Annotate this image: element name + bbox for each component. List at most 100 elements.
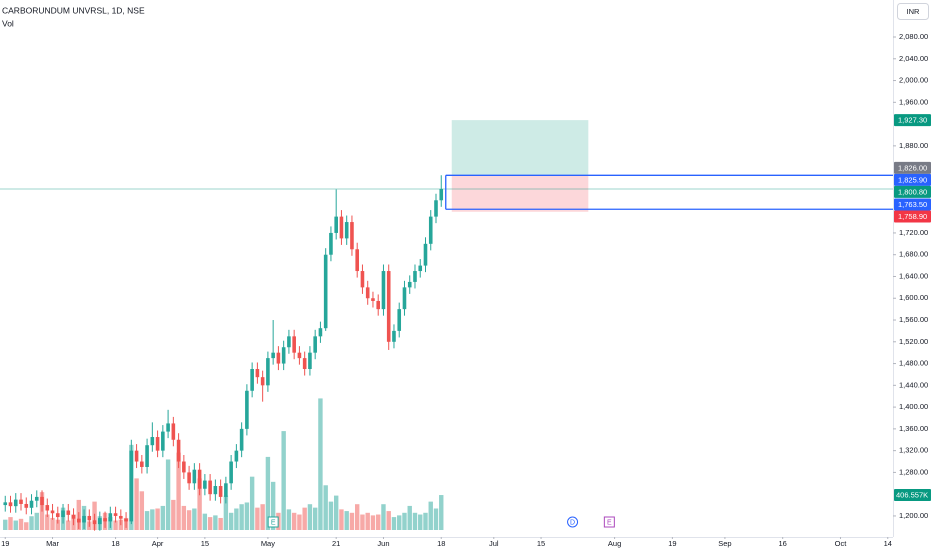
- volume-bar: [260, 504, 265, 530]
- candle-body: [239, 428, 244, 451]
- volume-bar: [402, 512, 407, 530]
- candle-body: [182, 461, 186, 473]
- candle-body: [224, 483, 228, 497]
- candle-body: [29, 500, 34, 508]
- candle-body: [350, 222, 354, 250]
- x-tick-label: Jun: [377, 539, 389, 548]
- candle-body: [297, 352, 302, 359]
- volume-bar: [265, 456, 271, 530]
- candle-body: [55, 513, 60, 518]
- candle-body: [66, 510, 71, 515]
- volume-bar: [418, 514, 423, 530]
- candle-body: [260, 377, 265, 386]
- event-label: E: [271, 519, 276, 526]
- volume-bar: [365, 512, 370, 530]
- price-tag-label: 1,826.00: [898, 163, 927, 172]
- volume-bar: [312, 507, 318, 530]
- candle-body: [192, 469, 197, 484]
- candle-body: [255, 369, 260, 378]
- candle-body: [134, 450, 139, 462]
- y-tick-label: 1,560.00: [899, 315, 928, 324]
- y-tick-label: 1,640.00: [899, 271, 928, 280]
- event-label: D: [570, 519, 575, 526]
- candle-body: [113, 513, 118, 516]
- x-tick-label: Jul: [489, 539, 499, 548]
- volume-bar: [223, 495, 229, 530]
- y-tick-label: 1,880.00: [899, 141, 928, 150]
- event-marker: [567, 516, 579, 528]
- volume-bar: [270, 481, 276, 530]
- currency-label[interactable]: INR: [907, 7, 921, 16]
- candle-body: [103, 518, 107, 522]
- candle-body: [50, 510, 55, 514]
- price-tag: [894, 185, 931, 198]
- candle-body: [171, 423, 176, 440]
- currency-button[interactable]: [897, 3, 929, 20]
- volume-bar: [439, 495, 444, 530]
- candle-body: [423, 243, 428, 266]
- volume-bar: [376, 514, 381, 530]
- candle-body: [24, 503, 29, 508]
- candle-body: [287, 336, 291, 348]
- volume-bar: [428, 501, 433, 530]
- volume-bar: [423, 512, 428, 530]
- candle-body: [176, 439, 181, 462]
- event-label: E: [607, 519, 612, 526]
- candle-body: [308, 352, 312, 370]
- candle-body: [87, 515, 92, 521]
- price-tag: [894, 198, 931, 211]
- volume-bar: [176, 452, 181, 530]
- volume-bar: [29, 516, 34, 530]
- volume-bar: [433, 508, 439, 530]
- candle-body: [318, 328, 323, 337]
- y-tick-label: 2,000.00: [899, 76, 928, 85]
- x-tick-label: Sep: [718, 539, 731, 548]
- y-tick-label: 1,960.00: [899, 97, 928, 106]
- volume-bar: [192, 508, 197, 530]
- candle-body: [19, 499, 23, 504]
- volume-bar: [144, 511, 150, 530]
- volume-bar: [181, 505, 187, 530]
- candle-body: [397, 309, 402, 331]
- chart-title: CARBORUNDUM UNVRSL, 1D, NSE: [2, 5, 145, 15]
- candle-body: [13, 499, 18, 507]
- candle-body: [271, 352, 275, 359]
- candle-body: [344, 222, 349, 239]
- candle-body: [292, 336, 296, 353]
- volume-bar: [13, 520, 18, 530]
- candle-body: [334, 216, 338, 233]
- y-tick-label: 2,040.00: [899, 54, 928, 63]
- volume-bar: [150, 509, 155, 530]
- candle-body: [119, 515, 123, 519]
- price-tag: [894, 173, 931, 186]
- price-tag-label: 1,800.80: [898, 187, 927, 196]
- candle-body: [108, 513, 113, 522]
- volume-bar: [391, 517, 397, 530]
- candle-body: [229, 461, 233, 484]
- volume-bar: [160, 505, 166, 530]
- x-tick-label: 18: [437, 539, 445, 548]
- volume-bar: [55, 519, 60, 530]
- volume-bar: [333, 495, 339, 530]
- candle-body: [365, 287, 370, 299]
- candle-body: [76, 518, 81, 523]
- volume-legend: Vol: [2, 18, 14, 28]
- candle-body: [339, 216, 344, 239]
- y-tick-label: 1,320.00: [899, 446, 928, 455]
- x-tick-label: Mar: [46, 539, 59, 548]
- volume-bar: [291, 512, 297, 530]
- price-tag-label: 1,927.30: [898, 116, 927, 125]
- volume-bar: [397, 515, 402, 530]
- candle-body: [250, 369, 254, 391]
- candle-body: [434, 200, 438, 217]
- volume-bar: [165, 459, 171, 530]
- candle-body: [371, 298, 375, 301]
- candle-body: [82, 515, 86, 523]
- candle-body: [234, 450, 239, 462]
- price-tag: [894, 161, 931, 174]
- candle-body: [3, 502, 8, 506]
- volume-bar: [139, 491, 145, 530]
- volume-bar: [207, 517, 213, 530]
- volume-bar: [186, 510, 192, 530]
